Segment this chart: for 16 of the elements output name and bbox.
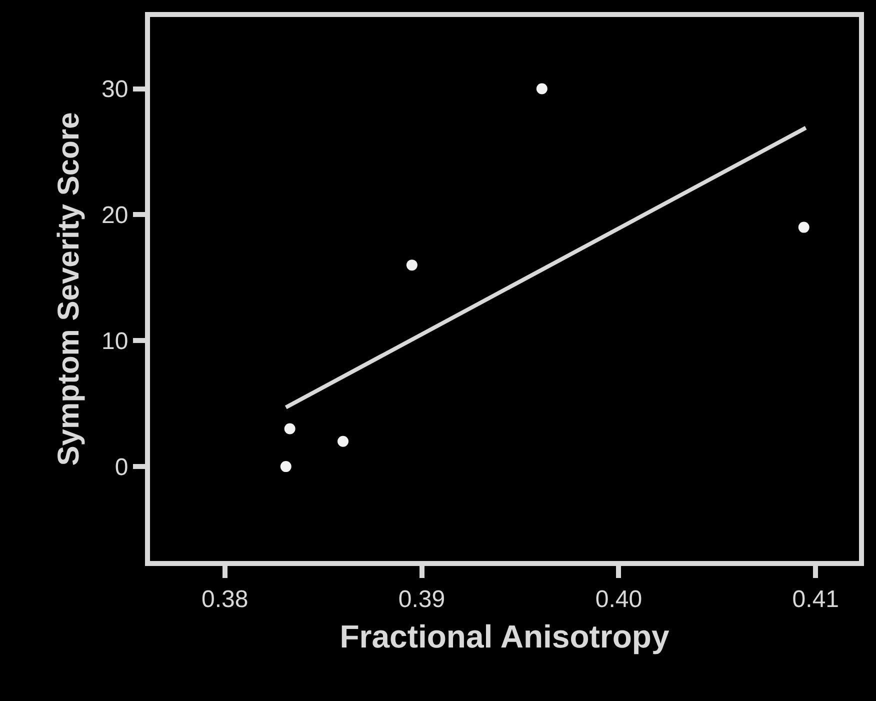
point xyxy=(798,222,810,233)
x-tick-label: 0.39 xyxy=(398,586,446,613)
y-tick-label: 0 xyxy=(114,454,128,481)
point xyxy=(280,461,292,472)
point xyxy=(284,423,296,434)
point xyxy=(406,260,418,271)
x-tick-label: 0.41 xyxy=(792,586,840,613)
x-tick-label: 0.40 xyxy=(595,586,642,613)
y-tick-label: 20 xyxy=(101,202,128,230)
y-axis-title: Symptom Severity Score xyxy=(52,112,86,466)
x-tick-label: 0.38 xyxy=(201,586,248,613)
x-axis-title: Fractional Anisotropy xyxy=(340,618,670,655)
point xyxy=(338,436,349,447)
point xyxy=(536,83,548,94)
y-tick-label: 10 xyxy=(101,328,128,356)
y-tick-label: 30 xyxy=(101,76,128,104)
